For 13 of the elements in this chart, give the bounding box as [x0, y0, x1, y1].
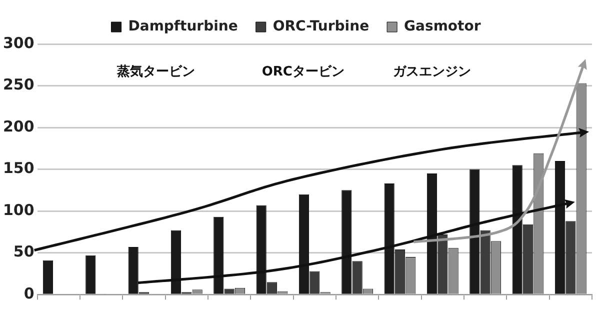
annotation: 蒸気タービン	[116, 63, 196, 80]
y-tick-label: 250	[3, 76, 34, 94]
legend-label: ORC-Turbine	[272, 18, 370, 35]
y-tick-label: 0	[24, 284, 34, 302]
y-tick-label: 300	[3, 34, 34, 52]
annotation: ガスエンジン	[393, 64, 472, 80]
y-tick-label: 200	[3, 117, 34, 136]
legend-label: Dampfturbine	[128, 18, 238, 35]
y-tick-label: 100	[3, 200, 34, 219]
y-tick-label: 50	[13, 242, 34, 261]
y-tick-label: 150	[3, 159, 34, 178]
legend-label: Gasmotor	[404, 18, 481, 35]
annotation: ORCタービン	[262, 64, 344, 80]
